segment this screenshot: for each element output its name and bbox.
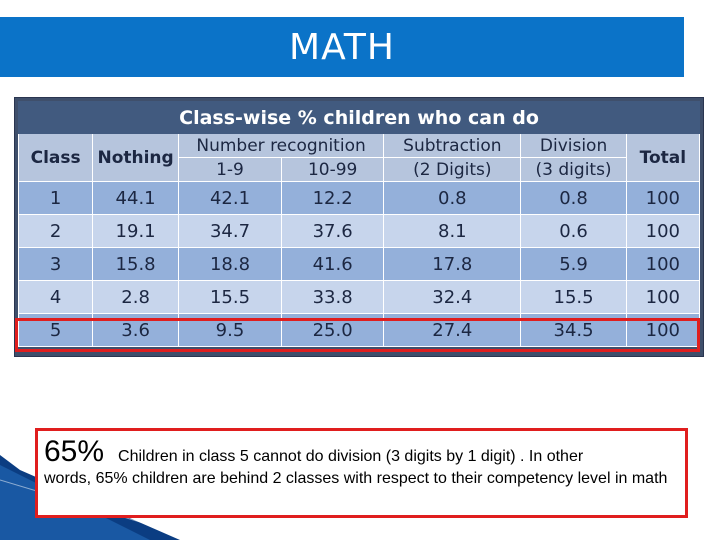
header-subtraction: Subtraction [383,133,522,158]
cell: 100 [625,181,701,215]
header-subtraction-sub: (2 Digits) [383,157,522,182]
cell: 2 [17,214,94,248]
cell: 5.9 [520,247,627,281]
cell: 0.8 [520,181,627,215]
cell: 0.8 [383,181,522,215]
cell: 19.1 [92,214,179,248]
cell: 27.4 [383,313,522,347]
cell: 32.4 [383,280,522,314]
cell: 15.5 [177,280,283,314]
header-class: Class [17,133,94,182]
cell: 44.1 [92,181,179,215]
header-total: Total [625,133,701,182]
cell: 37.6 [281,214,385,248]
header-nr-10-99: 10-99 [281,157,385,182]
table-row: 4 2.8 15.5 33.8 32.4 15.5 100 [17,280,701,314]
callout-text-first: Children in class 5 cannot do division (… [118,448,584,465]
table-row: 1 44.1 42.1 12.2 0.8 0.8 100 [17,181,701,215]
table-frame: Class-wise % children who can do Class N… [14,97,704,357]
title-bar: MATH [0,17,684,77]
cell: 15.5 [520,280,627,314]
cell: 17.8 [383,247,522,281]
header-division: Division [520,133,627,158]
table-caption: Class-wise % children who can do [18,101,700,134]
cell: 3 [17,247,94,281]
cell: 4 [17,280,94,314]
cell: 100 [625,214,701,248]
callout-percent: 65% [44,435,105,468]
table-row: 2 19.1 34.7 37.6 8.1 0.6 100 [17,214,701,248]
table-row: 3 15.8 18.8 41.6 17.8 5.9 100 [17,247,701,281]
cell: 1 [17,181,94,215]
header-division-sub: (3 digits) [520,157,627,182]
cell: 34.7 [177,214,283,248]
cell: 15.8 [92,247,179,281]
cell: 34.5 [520,313,627,347]
callout-text-rest: words, 65% children are behind 2 classes… [44,470,668,487]
header-nothing: Nothing [92,133,179,182]
table-row-highlighted: 5 3.6 9.5 25.0 27.4 34.5 100 [17,313,701,347]
cell: 18.8 [177,247,283,281]
cell: 41.6 [281,247,385,281]
cell: 33.8 [281,280,385,314]
header-number-recognition: Number recognition [177,133,385,158]
callout-box: 65% Children in class 5 cannot do divisio… [35,428,688,518]
cell: 0.6 [520,214,627,248]
cell: 9.5 [177,313,283,347]
cell: 3.6 [92,313,179,347]
cell: 8.1 [383,214,522,248]
cell: 5 [17,313,94,347]
cell: 2.8 [92,280,179,314]
cell: 100 [625,280,701,314]
page-title: MATH [289,26,395,68]
cell: 25.0 [281,313,385,347]
cell: 12.2 [281,181,385,215]
class-wise-table: Class-wise % children who can do Class N… [17,101,701,347]
header-nr-1-9: 1-9 [177,157,283,182]
cell: 42.1 [177,181,283,215]
cell: 100 [625,247,701,281]
cell: 100 [625,313,701,347]
